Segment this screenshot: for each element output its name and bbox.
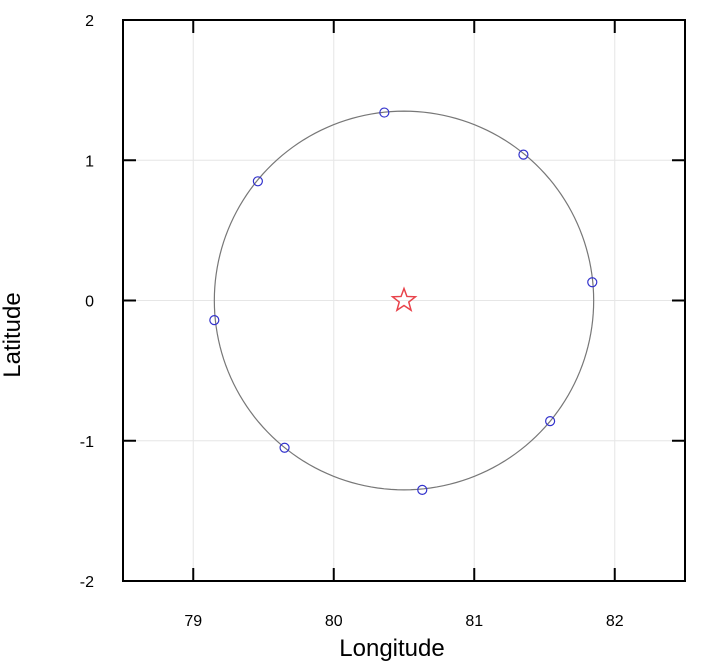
x-tick-label: 80 [325, 613, 343, 630]
y-axis-title: Latitude [0, 292, 26, 377]
grid [123, 19, 685, 582]
y-tick-label: 1 [85, 153, 94, 170]
data-point [518, 149, 529, 160]
x-tick-label: 79 [184, 613, 202, 630]
data-point [417, 484, 428, 495]
y-tick-label: -1 [80, 434, 94, 451]
points [209, 107, 598, 495]
center-star-marker [390, 286, 418, 312]
x-tick-label: 82 [606, 613, 624, 630]
y-tick-label: -2 [80, 574, 94, 591]
y-tick-label: 0 [85, 294, 94, 311]
data-point [545, 416, 556, 427]
data-point [379, 107, 390, 118]
y-tick-label: 2 [85, 13, 94, 30]
data-point [587, 277, 598, 288]
data-point [252, 176, 263, 187]
radius-circle [213, 110, 595, 491]
x-axis-title: Longitude [339, 635, 444, 662]
ticks [123, 19, 685, 582]
data-point [279, 442, 290, 453]
data-point [209, 315, 220, 326]
tick-labels: 79 80 81 82 -2 -1 0 1 2 [80, 13, 624, 630]
x-tick-label: 81 [465, 613, 483, 630]
